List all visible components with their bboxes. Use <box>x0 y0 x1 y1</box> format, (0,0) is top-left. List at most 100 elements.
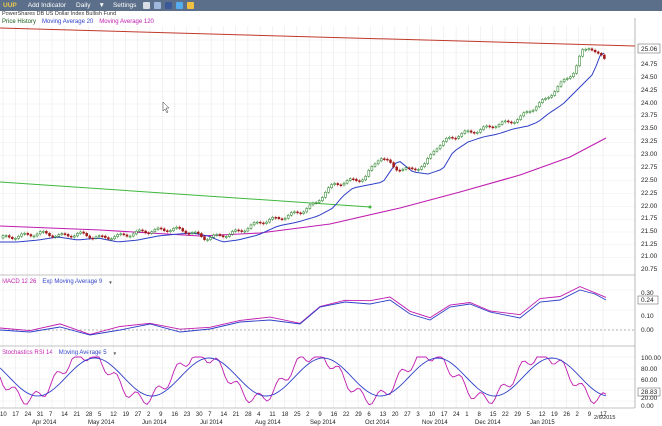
date-label: 2 <box>306 412 310 418</box>
chevron-down-icon[interactable]: ▼ <box>112 350 118 356</box>
candle-body <box>544 98 547 100</box>
candle-body <box>522 112 526 117</box>
candle-body <box>147 232 150 235</box>
candle-body <box>482 126 485 130</box>
date-label: 13 <box>380 412 387 418</box>
candle-body <box>404 167 408 170</box>
candle-body <box>265 221 268 224</box>
candle-body <box>423 163 426 167</box>
date-label: 12 <box>110 412 117 418</box>
date-label: 18 <box>282 412 289 418</box>
candle-body <box>497 124 501 128</box>
chevron-down-icon[interactable]: ▼ <box>108 279 113 285</box>
date-label: 17 <box>441 412 448 418</box>
candle-body <box>60 233 64 235</box>
twitter-icon[interactable] <box>176 2 184 9</box>
candle-body <box>54 236 57 238</box>
date-label: 29 <box>355 412 362 418</box>
candle-body <box>324 191 327 198</box>
trendline-handle[interactable] <box>368 205 372 209</box>
price-label: 20.75 <box>641 266 658 273</box>
candle-body <box>401 168 405 171</box>
candle-body <box>85 232 88 237</box>
date-label: 8 <box>478 412 482 418</box>
ma120-line <box>0 137 607 237</box>
candle-body <box>355 178 358 181</box>
candle-body <box>290 212 293 216</box>
facebook-icon[interactable] <box>165 2 173 9</box>
price-label: 21.50 <box>641 228 658 235</box>
price-label: 24.50 <box>641 74 658 81</box>
price-label: 23.00 <box>641 151 658 158</box>
date-label: 21 <box>233 412 240 418</box>
date-label: 17 <box>12 412 19 418</box>
candle-body <box>7 235 11 238</box>
candle-body <box>361 179 364 182</box>
stoch-label: 80.00 <box>641 366 658 373</box>
candle-body <box>243 230 247 233</box>
legend-price[interactable]: Price History <box>2 19 37 25</box>
candle-body <box>240 230 243 232</box>
candle-body <box>187 233 191 235</box>
price-label: 22.50 <box>641 177 658 184</box>
date-label: 7 <box>208 412 212 418</box>
candle-body <box>274 217 278 219</box>
candle-body <box>345 180 349 184</box>
candle-body <box>379 158 383 162</box>
print-icon[interactable] <box>143 2 151 9</box>
month-label: Dec 2014 <box>475 420 501 426</box>
candle-body <box>581 49 584 57</box>
candle-body <box>249 224 253 229</box>
candle-body <box>209 237 212 240</box>
month-label: Jun 2014 <box>142 420 167 426</box>
date-label: 5 <box>527 412 531 418</box>
candle-body <box>302 211 305 214</box>
date-label: 12 <box>539 412 546 418</box>
price-label: 21.75 <box>641 215 658 222</box>
symbol-label[interactable]: UUP <box>3 2 17 9</box>
candle-body <box>565 78 569 80</box>
macd-label: 0.00 <box>641 327 654 334</box>
candle-body <box>299 212 302 215</box>
candle-body <box>286 214 290 219</box>
candle-body <box>420 166 423 170</box>
date-label: 16 <box>331 412 338 418</box>
add-indicator-button[interactable]: Add Indicator <box>27 2 67 9</box>
candle-body <box>91 237 95 240</box>
stoch-label: 28.83 <box>641 389 658 396</box>
date-label: 19 <box>551 412 558 418</box>
candle-body <box>104 235 107 238</box>
candle-body <box>373 163 377 167</box>
candle-body <box>259 221 262 224</box>
candle-body <box>166 230 169 232</box>
candle-body <box>513 122 516 124</box>
candle-body <box>296 211 299 214</box>
candle-body <box>308 204 312 209</box>
date-label: 10 <box>429 412 436 418</box>
candle-body <box>460 133 464 137</box>
candle-body <box>237 229 240 232</box>
candle-body <box>88 235 92 239</box>
legend-macd-signal[interactable]: Exp Moving Average 9 <box>42 279 103 285</box>
date-label: 26 <box>563 412 570 418</box>
month-label: Jan 2015 <box>530 420 555 426</box>
candle-body <box>48 232 51 237</box>
legend-stoch-signal[interactable]: Moving Average 5 <box>58 350 107 356</box>
candle-body <box>113 236 116 240</box>
candle-body <box>63 233 67 235</box>
date-label: 10 <box>0 412 7 418</box>
share-icon[interactable] <box>154 2 162 9</box>
note-icon[interactable] <box>187 2 195 9</box>
legend-ma120[interactable]: Moving Average 120 <box>99 19 154 25</box>
settings-button[interactable]: Settings <box>112 2 137 9</box>
candle-body <box>73 235 76 238</box>
macd-axis-labels: 0.30 0.24 0.10 0.00 <box>637 290 659 334</box>
date-label: 16 <box>171 412 178 418</box>
legend-macd[interactable]: MACD 12 26 <box>2 279 37 285</box>
chevron-down-icon[interactable]: ▼ <box>98 2 105 9</box>
date-label: 3 <box>416 412 420 418</box>
legend-ma20[interactable]: Moving Average 20 <box>42 19 94 25</box>
candle-body <box>172 228 175 231</box>
interval-select[interactable]: Daily <box>76 2 91 9</box>
